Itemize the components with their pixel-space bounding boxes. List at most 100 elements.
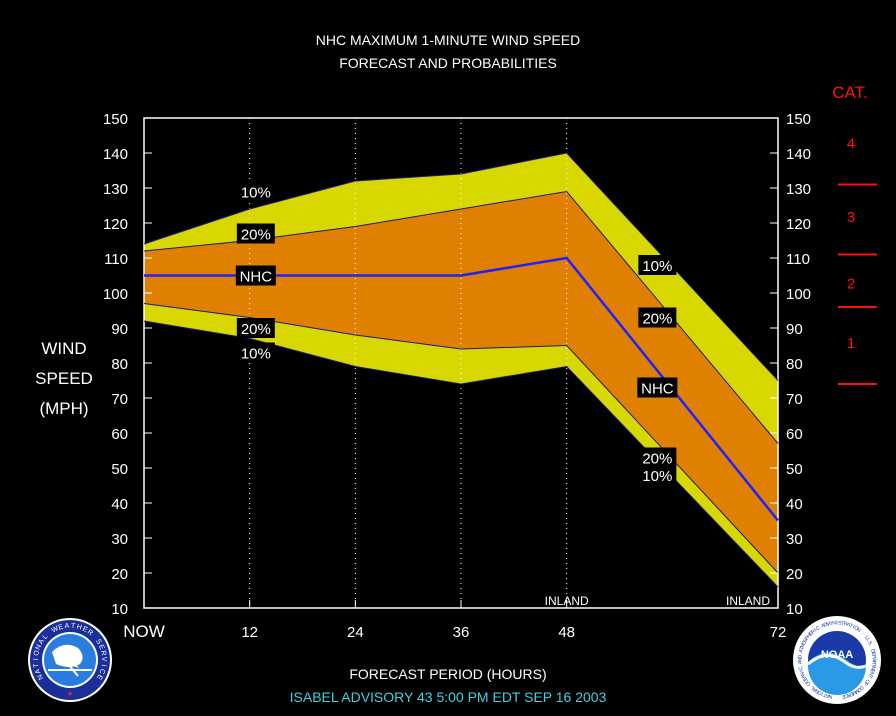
- svg-text:T: T: [841, 621, 846, 628]
- y-tick-label-right: 60: [786, 426, 803, 443]
- svg-text:A: A: [800, 673, 807, 679]
- svg-text:T: T: [799, 645, 806, 651]
- x-tick-label: 72: [770, 624, 787, 641]
- svg-text:N: N: [867, 671, 874, 677]
- svg-text:V: V: [100, 657, 107, 662]
- svg-text:I: I: [852, 624, 856, 630]
- svg-text:W: W: [51, 625, 60, 634]
- svg-text:★: ★: [67, 690, 73, 698]
- curve-label-left-3: 20%: [241, 321, 271, 338]
- curve-label-right-1-background: [638, 307, 677, 328]
- curve-label-left-2-background: [235, 265, 276, 286]
- svg-text:A: A: [825, 692, 830, 699]
- curve-label-left-0: 10%: [241, 185, 271, 202]
- chart-title-line2: FORECAST AND PROBABILITIES: [339, 55, 557, 71]
- y-tick-label-left: 30: [111, 531, 128, 548]
- y-tick-label-left: 60: [111, 426, 128, 443]
- series-line-lower_20: [143, 303, 779, 574]
- curve-label-right-2-background: [637, 377, 678, 398]
- svg-text:R: R: [810, 628, 817, 635]
- category-label-1: 1: [847, 335, 855, 352]
- svg-text:D: D: [823, 622, 829, 629]
- svg-text:S: S: [838, 620, 842, 626]
- svg-text:N: N: [797, 658, 803, 662]
- svg-text:A: A: [37, 638, 46, 646]
- y-tick-label-right: 20: [786, 566, 803, 583]
- curve-label-right-0-background: [638, 255, 677, 275]
- svg-text:N: N: [828, 693, 833, 700]
- band-20-percent: [144, 191, 778, 573]
- series-line-upper_10: [143, 152, 779, 381]
- x-tick-label: 12: [241, 624, 258, 641]
- svg-text:E: E: [58, 624, 65, 632]
- svg-text:M: M: [851, 689, 858, 696]
- category-label-4: 4: [847, 136, 855, 153]
- svg-text:O: O: [33, 649, 41, 656]
- y-tick-label-left: 150: [103, 111, 128, 128]
- y-tick-label-left: 140: [103, 146, 128, 163]
- curve-lines: [143, 152, 779, 588]
- advisory-footer: ISABEL ADVISORY 43 5:00 PM EDT SEP 16 20…: [290, 689, 607, 705]
- svg-text:T: T: [33, 662, 41, 668]
- svg-text:N: N: [832, 620, 836, 626]
- svg-text:N: N: [37, 673, 46, 681]
- svg-text:T: T: [866, 673, 873, 679]
- x-tick-label: 24: [347, 624, 364, 641]
- curve-label-left-4: 10%: [241, 346, 271, 363]
- svg-text:A: A: [797, 660, 803, 664]
- svg-text:T: T: [848, 623, 854, 630]
- svg-text:E: E: [868, 668, 875, 674]
- svg-text:R: R: [846, 691, 852, 698]
- y-tick-label-right: 40: [786, 496, 803, 513]
- svg-text:A: A: [64, 623, 70, 630]
- y-tick-label-right: 150: [786, 111, 811, 128]
- y-axis-label-line1: WIND: [41, 339, 86, 358]
- y-tick-label-left: 100: [103, 286, 128, 303]
- svg-text:P: P: [804, 635, 811, 642]
- y-axis-label-line2: SPEED: [35, 369, 93, 388]
- svg-text:E: E: [870, 652, 877, 657]
- x-tick-label: 36: [453, 624, 470, 641]
- svg-text:E: E: [97, 644, 105, 651]
- svg-text:L: L: [42, 633, 50, 641]
- y-tick-label-right: 110: [786, 251, 810, 268]
- svg-text:U: U: [863, 635, 870, 642]
- curve-label-right-1: 20%: [642, 311, 672, 328]
- y-tick-label-left: 90: [111, 321, 128, 338]
- svg-text:E: E: [808, 630, 815, 637]
- svg-text:A: A: [811, 686, 818, 693]
- y-tick-label-right: 70: [786, 391, 803, 408]
- y-tick-label-left: 20: [111, 566, 128, 583]
- y-tick-label-right: 80: [786, 356, 803, 373]
- y-tick-label-left: 40: [111, 496, 128, 513]
- y-tick-label-right: 50: [786, 461, 803, 478]
- x-tick-label: NOW: [123, 622, 165, 641]
- svg-text:C: C: [798, 665, 805, 670]
- category-label-2: 2: [847, 276, 855, 293]
- svg-text:.: .: [868, 644, 874, 648]
- y-tick-label-left: 50: [111, 461, 128, 478]
- svg-text:O: O: [863, 678, 870, 685]
- y-tick-label-right: 120: [786, 216, 811, 233]
- svg-text:H: H: [76, 624, 83, 632]
- chart-title-line1: NHC MAXIMUM 1-MINUTE WIND SPEED: [316, 32, 580, 48]
- curve-label-left-2: NHC: [240, 269, 273, 286]
- y-axis-label-line3: (MPH): [39, 399, 88, 418]
- curve-label-right-2: NHC: [641, 381, 674, 398]
- svg-text:S: S: [866, 640, 873, 646]
- svg-text:M: M: [853, 687, 860, 694]
- category-scale: CAT. 4 3 2 1: [832, 83, 877, 385]
- curve-label-left-1-background: [236, 223, 275, 244]
- svg-text:T: T: [71, 623, 77, 630]
- y-tick-label-right: 30: [786, 531, 803, 548]
- svg-text:E: E: [95, 673, 104, 681]
- curve-label-left-0-background: [236, 181, 275, 202]
- svg-text:T: T: [822, 691, 828, 698]
- axis-ticks: 10 10 20 20 30 30 40 40 50 50 60 60 70 70 80 80 90 90 100 1…: [103, 111, 811, 641]
- svg-text:A: A: [34, 668, 42, 675]
- svg-text:S: S: [802, 637, 809, 644]
- series-line-forecast: [144, 256, 779, 522]
